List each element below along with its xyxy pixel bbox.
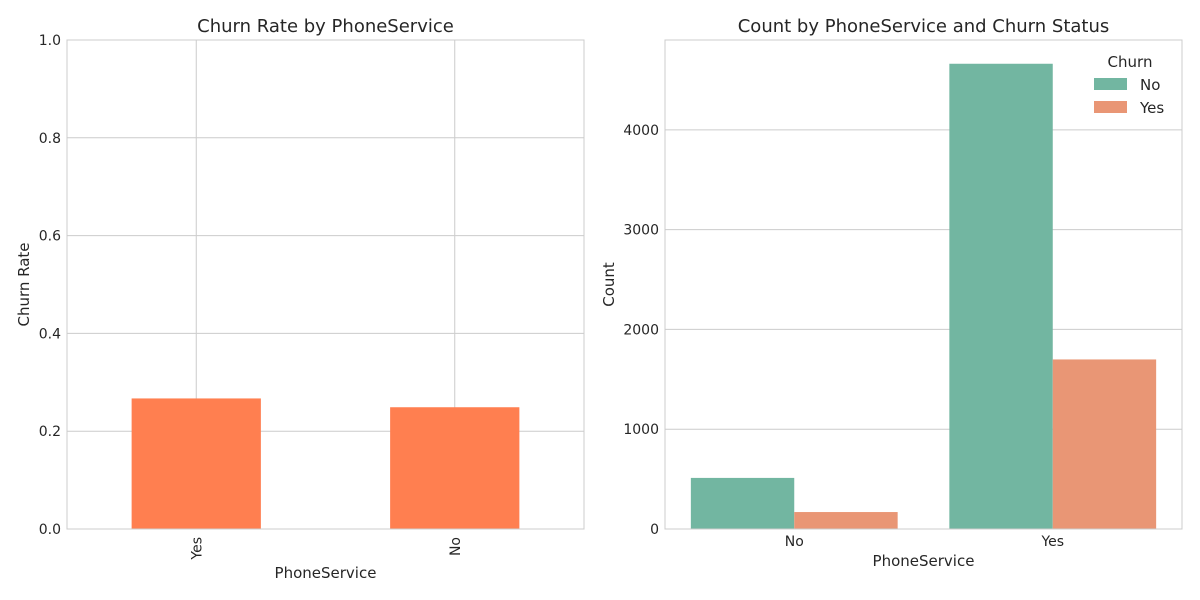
legend-title: Churn bbox=[1108, 53, 1153, 71]
right-x-ticks: No Yes bbox=[785, 534, 1064, 550]
right-y-tick-label: 1000 bbox=[623, 422, 659, 438]
right-bar-yes-churn-yes bbox=[1052, 359, 1157, 529]
right-x-tick-label: No bbox=[785, 534, 804, 550]
legend: Churn No Yes bbox=[1094, 53, 1164, 117]
right-chart-title: Count by PhoneService and Churn Status bbox=[738, 16, 1110, 37]
left-x-tick-label: No bbox=[448, 537, 464, 556]
right-y-tick-label: 0 bbox=[650, 522, 659, 538]
left-y-tick-label: 0.0 bbox=[39, 522, 61, 538]
left-y-tick-label: 0.8 bbox=[39, 131, 61, 147]
legend-swatch-yes bbox=[1094, 101, 1127, 113]
count-by-churn-chart: 0 1000 2000 3000 4000 No Yes Count by PhoneSe… bbox=[600, 16, 1183, 570]
right-x-tick-label: Yes bbox=[1040, 534, 1064, 550]
left-chart-title: Churn Rate by PhoneService bbox=[197, 16, 454, 37]
right-y-tick-label: 3000 bbox=[623, 223, 659, 239]
left-y-ticks: 0.0 0.2 0.4 0.6 0.8 1.0 bbox=[39, 33, 61, 538]
churn-rate-chart: 0.0 0.2 0.4 0.6 0.8 1.0 Yes No Churn Rate by P… bbox=[15, 16, 585, 582]
legend-swatch-no bbox=[1094, 78, 1127, 90]
left-x-axis-label: PhoneService bbox=[275, 564, 377, 582]
right-bar-yes-churn-no bbox=[949, 63, 1053, 529]
left-y-axis-label: Churn Rate bbox=[15, 242, 33, 326]
legend-label-no: No bbox=[1140, 76, 1160, 94]
right-bar-no-churn-no bbox=[690, 477, 795, 529]
left-bars bbox=[131, 398, 520, 529]
right-bars bbox=[690, 63, 1157, 529]
right-y-ticks: 0 1000 2000 3000 4000 bbox=[623, 123, 659, 538]
legend-items: No Yes bbox=[1094, 76, 1164, 117]
right-x-axis-label: PhoneService bbox=[873, 552, 975, 570]
right-bar-no-churn-yes bbox=[794, 512, 898, 529]
right-y-axis-label: Count bbox=[600, 262, 618, 307]
right-plot-frame bbox=[664, 39, 1183, 530]
left-bar-yes bbox=[131, 398, 261, 529]
right-y-tick-label: 4000 bbox=[623, 123, 659, 139]
right-y-tick-label: 2000 bbox=[623, 322, 659, 338]
left-y-tick-label: 1.0 bbox=[39, 33, 61, 49]
left-plot-frame bbox=[66, 39, 585, 530]
left-x-ticks: Yes No bbox=[189, 537, 464, 561]
left-y-tick-label: 0.4 bbox=[39, 326, 61, 342]
left-bar-no bbox=[390, 407, 520, 529]
left-x-tick-label: Yes bbox=[189, 537, 205, 561]
left-y-tick-label: 0.6 bbox=[39, 229, 61, 245]
legend-label-yes: Yes bbox=[1139, 99, 1164, 117]
left-y-tick-label: 0.2 bbox=[39, 424, 61, 440]
